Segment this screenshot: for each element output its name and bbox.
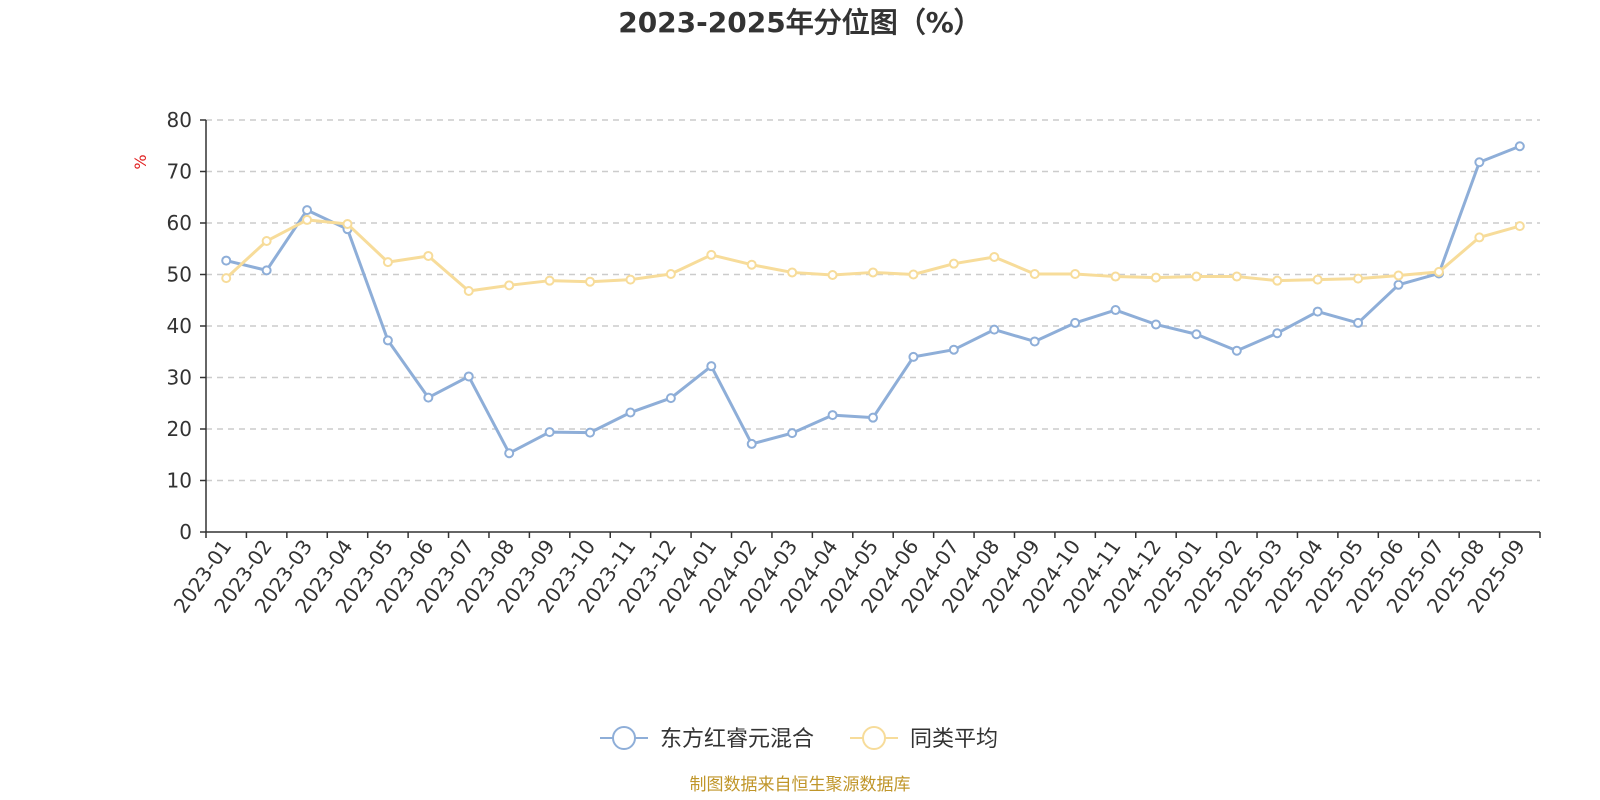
data-point[interactable] (504, 448, 515, 459)
data-point[interactable] (1312, 306, 1323, 317)
data-point[interactable] (908, 269, 919, 280)
y-tick-label: 30 (167, 366, 192, 390)
legend-label: 同类平均 (910, 727, 998, 752)
data-point[interactable] (302, 214, 313, 225)
data-point[interactable] (948, 258, 959, 269)
data-point[interactable] (1312, 274, 1323, 285)
data-point[interactable] (382, 257, 393, 268)
data-point[interactable] (948, 344, 959, 355)
y-tick-label: 70 (167, 160, 192, 184)
data-point[interactable] (1150, 272, 1161, 283)
series-2 (221, 214, 1525, 296)
data-point[interactable] (1433, 266, 1444, 277)
data-point[interactable] (463, 285, 474, 296)
y-tick-label: 60 (167, 211, 192, 235)
data-point[interactable] (1231, 271, 1242, 282)
legend-label: 东方红睿元混合 (660, 727, 814, 752)
series-lines (221, 141, 1525, 459)
y-axis-unit-label: % (131, 154, 150, 169)
data-point[interactable] (585, 276, 596, 287)
data-point[interactable] (868, 267, 878, 278)
data-point[interactable] (1231, 345, 1242, 356)
data-point[interactable] (423, 392, 434, 403)
data-point[interactable] (746, 259, 757, 270)
series-1 (221, 141, 1525, 459)
data-point[interactable] (261, 265, 272, 276)
data-point[interactable] (1393, 279, 1404, 290)
data-point[interactable] (746, 438, 757, 449)
data-point[interactable] (827, 270, 838, 281)
data-point[interactable] (706, 361, 717, 372)
y-tick-label: 40 (167, 314, 192, 338)
data-point[interactable] (1514, 221, 1525, 232)
data-point[interactable] (342, 219, 353, 230)
y-tick-label: 80 (167, 108, 192, 132)
data-point[interactable] (1070, 317, 1081, 328)
data-point[interactable] (544, 275, 555, 286)
data-point[interactable] (302, 205, 313, 216)
data-point[interactable] (665, 268, 676, 279)
data-point[interactable] (1070, 268, 1081, 279)
data-point[interactable] (504, 280, 515, 291)
data-point[interactable] (221, 273, 232, 284)
data-point[interactable] (1353, 317, 1364, 328)
grid-lines (206, 119, 1540, 482)
y-tick-label: 10 (167, 469, 192, 493)
data-point[interactable] (1191, 271, 1202, 282)
data-point[interactable] (827, 410, 838, 421)
data-point[interactable] (1110, 271, 1121, 282)
legend-marker-icon (612, 726, 636, 750)
data-point[interactable] (1029, 336, 1040, 347)
data-point[interactable] (221, 255, 232, 266)
data-point[interactable] (908, 351, 919, 362)
data-point[interactable] (1272, 275, 1283, 286)
data-point[interactable] (787, 428, 798, 439)
data-point[interactable] (1150, 319, 1161, 330)
data-point[interactable] (665, 393, 676, 404)
data-point[interactable] (585, 427, 596, 438)
data-point[interactable] (1474, 157, 1485, 168)
data-point[interactable] (382, 335, 393, 346)
data-point[interactable] (625, 274, 636, 285)
series-line (225, 144, 1521, 455)
legend-marker-icon (862, 726, 886, 750)
x-axis-ticks: 2023-012023-022023-032023-042023-052023-… (169, 532, 1541, 617)
data-point[interactable] (1474, 232, 1485, 243)
data-point[interactable] (989, 251, 1000, 262)
legend-item-2[interactable]: 同类平均 (850, 726, 998, 752)
y-tick-label: 50 (167, 263, 192, 287)
data-point[interactable] (1393, 270, 1404, 281)
data-point[interactable] (625, 407, 636, 418)
data-point[interactable] (868, 412, 878, 423)
y-tick-label: 0 (179, 520, 192, 544)
legend[interactable]: 东方红睿元混合 同类平均 (600, 726, 998, 752)
data-source-note: 制图数据来自恒生聚源数据库 (690, 775, 911, 795)
data-point[interactable] (261, 236, 272, 247)
legend-item-1[interactable]: 东方红睿元混合 (600, 726, 814, 752)
y-axis-ticks: 0 10 20 30 40 50 60 70 80 (167, 108, 206, 544)
data-point[interactable] (989, 324, 1000, 335)
data-point[interactable] (1272, 328, 1283, 339)
data-point[interactable] (1029, 268, 1040, 279)
chart-title: 2023-2025年分位图（%） (618, 6, 982, 39)
data-point[interactable] (1191, 329, 1202, 340)
data-point[interactable] (706, 249, 717, 260)
data-point[interactable] (463, 371, 474, 382)
y-tick-label: 20 (167, 417, 192, 441)
data-point[interactable] (544, 427, 555, 438)
data-point[interactable] (1514, 141, 1525, 152)
data-point[interactable] (1353, 273, 1364, 284)
data-point[interactable] (1110, 305, 1121, 316)
data-point[interactable] (423, 250, 434, 261)
data-point[interactable] (787, 267, 798, 278)
series-line (225, 218, 1521, 293)
